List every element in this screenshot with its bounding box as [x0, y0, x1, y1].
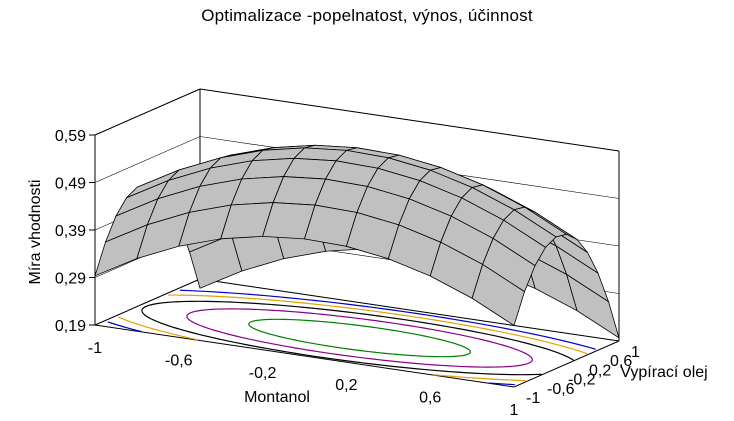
y-tick-label: -1 [526, 390, 540, 407]
z-tick-label: 0,19 [55, 318, 86, 335]
z-tick-label: 0,29 [55, 271, 86, 288]
y-tick-label: 0,6 [610, 353, 632, 370]
chart-title: Optimalizace -popelnatost, výnos, účinno… [201, 6, 533, 25]
x-tick-label: 0,2 [335, 377, 357, 394]
y-tick-label: -0,6 [547, 381, 575, 398]
y-tick-label: 1 [631, 344, 640, 361]
contour-line [141, 300, 574, 376]
x-tick-label: -0,2 [249, 365, 277, 382]
x-tick-label: 1 [510, 402, 519, 419]
contour-line [488, 382, 515, 386]
x-tick-label: -1 [88, 340, 102, 357]
tick-labels: 0,190,290,390,490,59-1-0,6-0,20,20,61-1-… [55, 128, 640, 419]
y-axis-label: Vypírací olej [620, 364, 707, 381]
contour-line [168, 294, 588, 355]
contour-line [107, 321, 143, 333]
contour-line [117, 316, 199, 341]
surface-mesh [94, 144, 620, 339]
contour-line [179, 289, 596, 350]
z-tick-label: 0,59 [55, 128, 86, 145]
z-tick-label: 0,49 [55, 176, 86, 193]
surface-cell [471, 263, 525, 327]
y-tick-label: 0,2 [589, 362, 611, 379]
x-tick-label: -0,6 [165, 352, 193, 369]
floor-contours [107, 289, 596, 386]
z-axis-label: Míra vhodnosti [27, 180, 44, 285]
z-tick-label: 0,39 [55, 223, 86, 240]
z-grid-line [94, 136, 620, 199]
contour-line [186, 308, 533, 368]
box-edge [513, 340, 620, 388]
x-tick-label: 0,6 [419, 390, 441, 407]
contour-line [432, 374, 526, 382]
contour-line [248, 318, 472, 358]
box-edge [94, 324, 515, 388]
x-axis-label: Montanol [244, 389, 310, 406]
z-grid-line [94, 88, 620, 152]
y-tick-label: -0,2 [568, 372, 596, 389]
